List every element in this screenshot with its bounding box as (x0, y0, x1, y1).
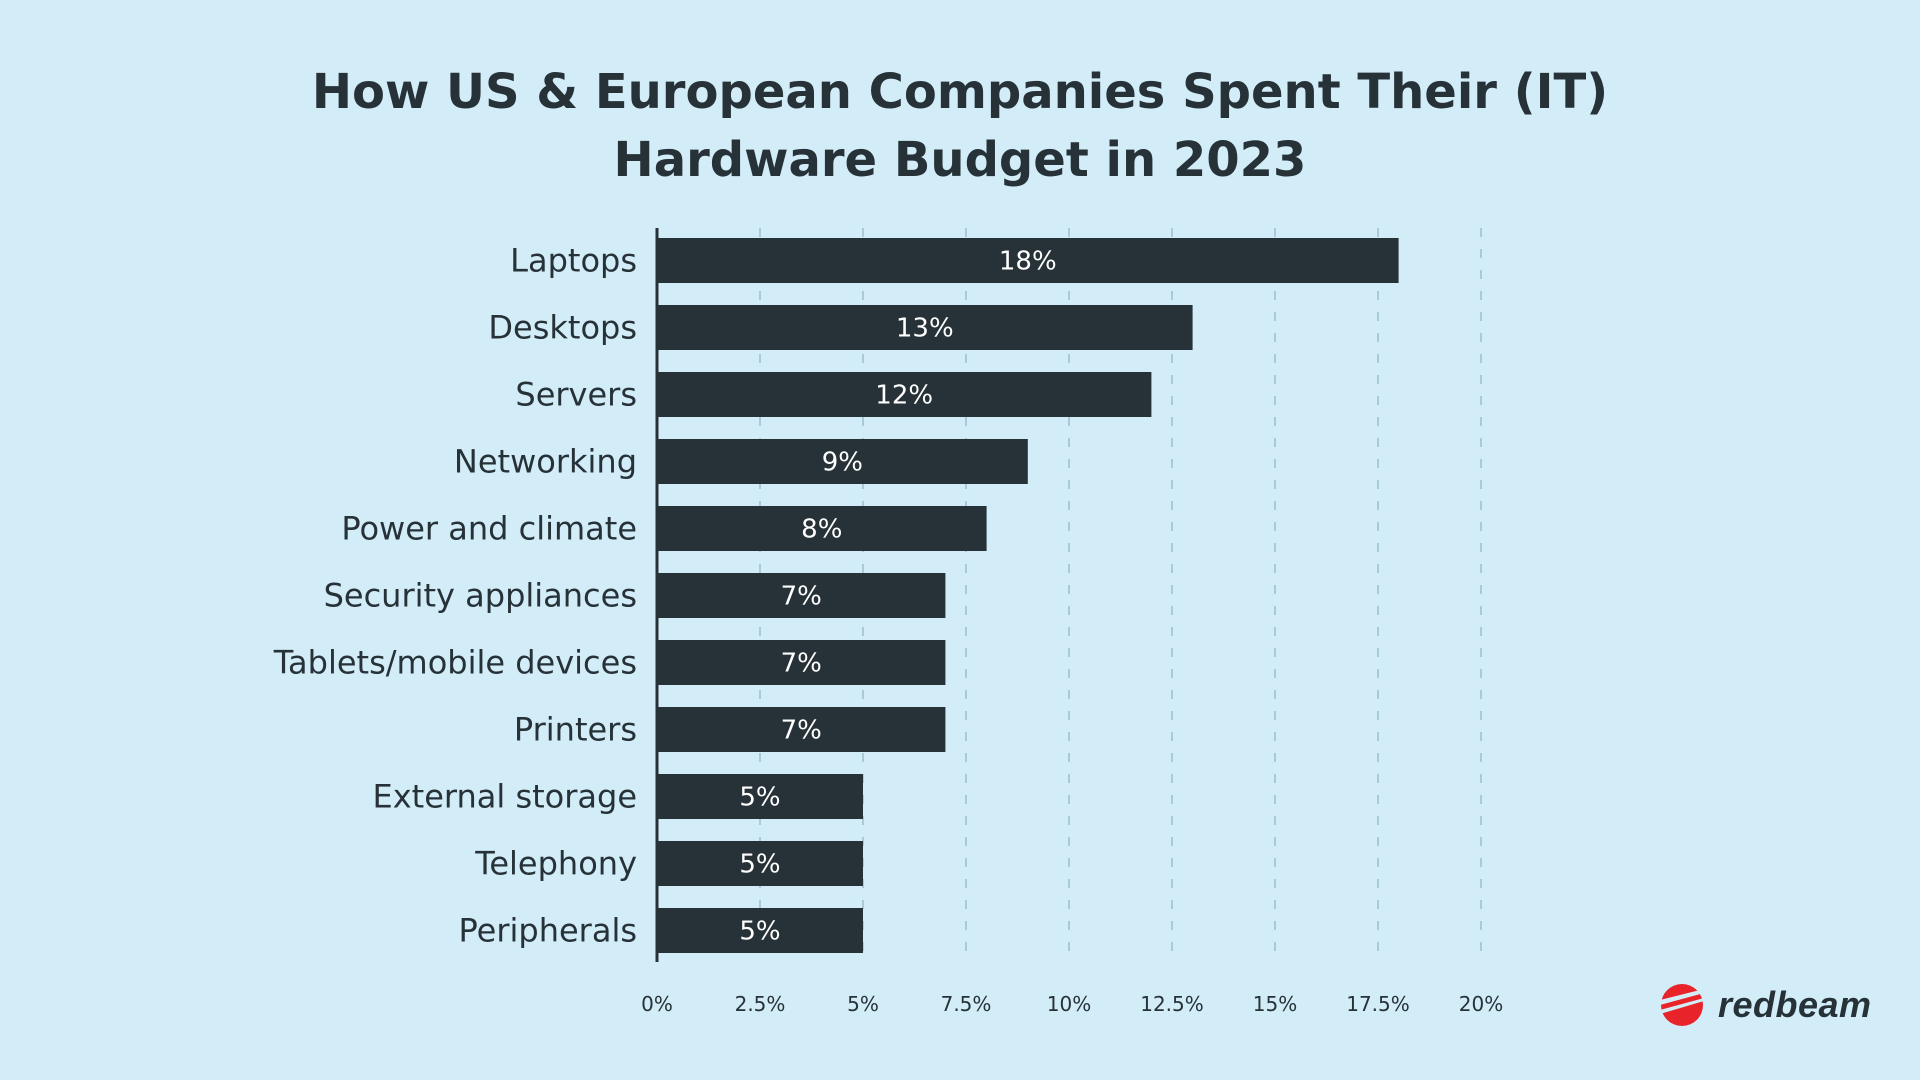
x-tick-label: 5% (847, 992, 879, 1016)
category-label: Laptops (510, 242, 637, 280)
chart-title: How US & European Companies Spent Their … (0, 58, 1920, 194)
data-label: 18% (999, 247, 1057, 277)
bar (657, 439, 1028, 484)
data-label: 5% (739, 783, 780, 813)
category-label: Printers (514, 711, 637, 749)
bar (657, 372, 1152, 417)
chart-title-line-2: Hardware Budget in 2023 (613, 132, 1307, 188)
x-tick-label: 15% (1253, 992, 1297, 1016)
x-tick-label: 20% (1459, 992, 1503, 1016)
x-tick-label: 12.5% (1140, 992, 1204, 1016)
bar (657, 908, 863, 953)
data-label: 9% (822, 448, 863, 478)
bar (657, 573, 946, 618)
x-tick-label: 7.5% (941, 992, 992, 1016)
data-label: 7% (781, 716, 822, 746)
category-label: Desktops (488, 309, 637, 347)
redbeam-logo-text: redbeam (1718, 984, 1872, 1025)
bar (657, 640, 946, 685)
bar (657, 774, 863, 819)
category-label: External storage (373, 778, 638, 816)
data-label: 7% (781, 649, 822, 679)
x-tick-label: 10% (1047, 992, 1091, 1016)
bar (657, 305, 1193, 350)
data-label: 13% (896, 314, 954, 344)
data-label: 7% (781, 582, 822, 612)
x-tick-label: 2.5% (735, 992, 786, 1016)
data-label: 5% (739, 850, 780, 880)
bar (657, 238, 1399, 283)
x-tick-label: 0% (641, 992, 673, 1016)
redbeam-logo-icon (1660, 984, 1704, 1026)
bar (657, 707, 946, 752)
category-label: Networking (454, 443, 637, 481)
chart-title-line-1: How US & European Companies Spent Their … (311, 64, 1609, 120)
data-label: 8% (801, 515, 842, 545)
category-label: Security appliances (324, 577, 637, 615)
category-label: Telephony (474, 845, 637, 883)
category-label: Servers (515, 376, 637, 414)
category-label: Tablets/mobile devices (273, 644, 637, 682)
category-label: Peripherals (459, 912, 638, 950)
data-label: 5% (739, 917, 780, 947)
bar (657, 506, 987, 551)
redbeam-logo: redbeam (1660, 982, 1872, 1028)
category-label: Power and climate (341, 510, 637, 548)
x-tick-label: 17.5% (1346, 992, 1410, 1016)
data-label: 12% (875, 381, 933, 411)
bar (657, 841, 863, 886)
